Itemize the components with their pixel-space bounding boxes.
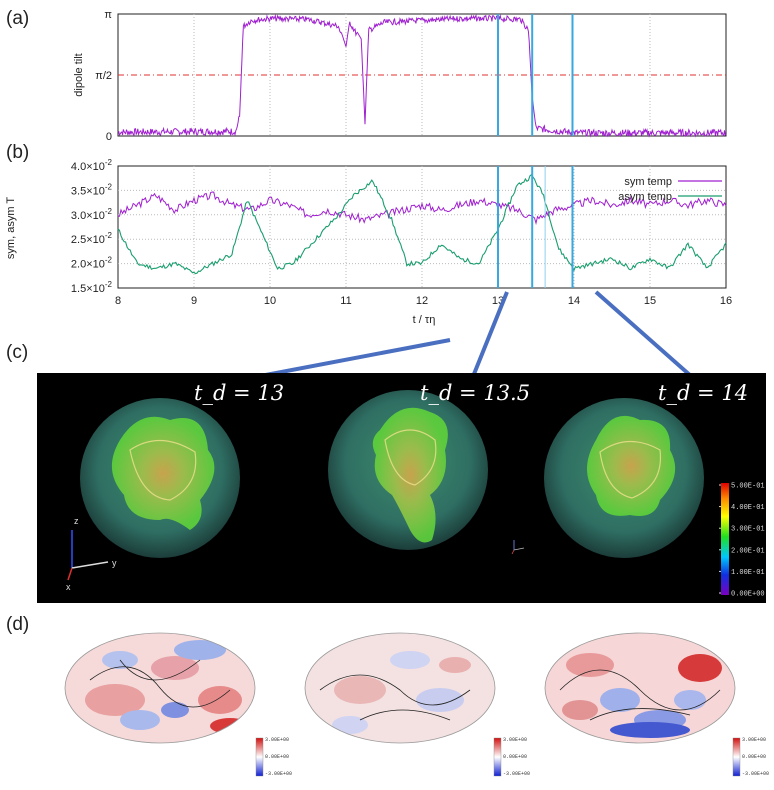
asym-temp-series — [117, 173, 727, 275]
colorbar-d-tick-label: 0.00E+00 — [503, 754, 527, 760]
time-label-13: t_d = 13 — [194, 381, 284, 405]
colorbar-c-tick-label: 0.00E+00 — [731, 591, 765, 599]
y-tick-label-b: 2.5×10-2 — [71, 231, 113, 246]
time-markers-a — [497, 14, 574, 136]
y-tick-label-a: 0 — [106, 131, 112, 143]
colorbar-d-gradient — [255, 737, 264, 777]
volume-render-14: t_d = 14 — [544, 381, 748, 558]
y-ticks-b: 1.5×10-2 2.0×10-2 2.5×10-2 3.0×10-2 3.5×10-2… — [71, 158, 113, 295]
x-axis-label-b: t / τη — [413, 314, 436, 326]
colorbar-c: 5.00E-01 4.00E-01 3.00E-01 2.00E-01 1.00E-01… — [719, 483, 765, 599]
blob-14 — [587, 415, 676, 516]
x-tick-label-b: 8 — [115, 295, 121, 307]
panel-label-a: (a) — [6, 8, 29, 29]
sym-asym-temperature-chart: 1.5×10-2 2.0×10-2 2.5×10-2 3.0×10-2 3.5×10-2… — [5, 158, 732, 326]
x-tick-label-b: 11 — [340, 295, 351, 307]
time-label-13-5: t_d = 13.5 — [420, 381, 530, 405]
colorbar-d-tick-label: -3.00E+00 — [503, 771, 530, 777]
mollweide-map-13 — [64, 632, 256, 744]
sym-temp-series — [117, 191, 727, 226]
time-label-14: t_d = 14 — [658, 381, 748, 405]
panel-label-c: (c) — [6, 342, 28, 363]
x-tick-label-b: 15 — [644, 295, 656, 307]
x-ticks-b: 8 9 10 11 12 13 14 15 16 — [115, 295, 732, 307]
volume-render-13-5: t_d = 13.5 — [328, 381, 530, 550]
y-ticks-a: 0 π/2 π — [95, 9, 112, 143]
colorbar-c-tick-label: 2.00E-01 — [731, 547, 765, 555]
colorbar-d-tick-label: 3.00E+00 — [742, 737, 766, 743]
dipole-tilt-chart: 0 π/2 π dipole tilt — [73, 9, 727, 143]
connector-13-5 — [468, 291, 509, 385]
axes-triad: z y x — [66, 516, 117, 592]
triad-x-label: x — [66, 582, 71, 592]
colorbar-d-gradient — [732, 737, 741, 777]
legend-sym-label: sym temp — [624, 176, 672, 188]
connector-lines — [217, 290, 702, 386]
y-axis-label-b: sym, asym T — [5, 197, 17, 259]
colorbar-c-tick-label: 5.00E-01 — [731, 483, 765, 491]
time-markers-b — [497, 166, 574, 288]
y-axis-label-a: dipole tilt — [73, 53, 85, 96]
dipole-tilt-series — [117, 13, 727, 138]
colorbar-d-tick-label: 3.00E+00 — [503, 737, 527, 743]
mollweide-map-13-5 — [304, 632, 496, 744]
panel-label-d: (d) — [6, 614, 29, 635]
legend-asym-label: asym temp — [618, 191, 672, 203]
x-tick-label-b: 12 — [416, 295, 428, 307]
colorbar-c-gradient — [721, 483, 729, 595]
colorbar-c-tick-label: 1.00E-01 — [731, 569, 765, 577]
x-axis-arrow — [67, 567, 73, 581]
colorbar-d-tick-label: 0.00E+00 — [265, 754, 289, 760]
connector-14 — [594, 290, 702, 386]
y-tick-label-b: 3.5×10-2 — [71, 182, 113, 197]
y-tick-label-a: π/2 — [95, 70, 112, 82]
x-tick-label-b: 16 — [720, 295, 732, 307]
colorbar-c-tick-label: 4.00E-01 — [731, 504, 765, 512]
panel-label-b: (b) — [6, 142, 29, 163]
y-tick-label-b: 4.0×10-2 — [71, 158, 113, 173]
colorbar-d-tick-label: -3.00E+00 — [742, 771, 769, 777]
legend: sym temp asym temp — [618, 176, 722, 203]
colorbar-d-tick-label: 0.00E+00 — [742, 754, 766, 760]
x-tick-label-b: 10 — [264, 295, 276, 307]
y-tick-label-b: 1.5×10-2 — [71, 280, 113, 295]
colorbar-d-tick-label: 3.00E+00 — [265, 737, 289, 743]
blob-13-5 — [372, 407, 448, 543]
colorbars-d: 3.00E+00 0.00E+00 -3.00E+00 3.00E+00 0.00E+0… — [255, 737, 769, 777]
triad-y-label: y — [112, 558, 117, 568]
y-tick-label-a: π — [104, 9, 112, 21]
x-tick-label-b: 14 — [568, 295, 580, 307]
colorbar-d-tick-label: -3.00E+00 — [265, 771, 292, 777]
volume-render-13: t_d = 13 — [80, 381, 284, 558]
x-tick-label-b: 9 — [191, 295, 197, 307]
small-triad — [511, 540, 525, 555]
colorbar-d-gradient — [493, 737, 502, 777]
y-tick-label-b: 2.0×10-2 — [71, 256, 113, 271]
triad-z-label: z — [74, 516, 79, 526]
y-tick-label-b: 3.0×10-2 — [71, 207, 113, 222]
colorbar-c-ticks: 5.00E-01 4.00E-01 3.00E-01 2.00E-01 1.00E-01… — [719, 483, 765, 599]
mollweide-map-14 — [544, 632, 736, 744]
y-axis-arrow — [71, 561, 109, 569]
colorbar-c-tick-label: 3.00E-01 — [731, 526, 765, 534]
